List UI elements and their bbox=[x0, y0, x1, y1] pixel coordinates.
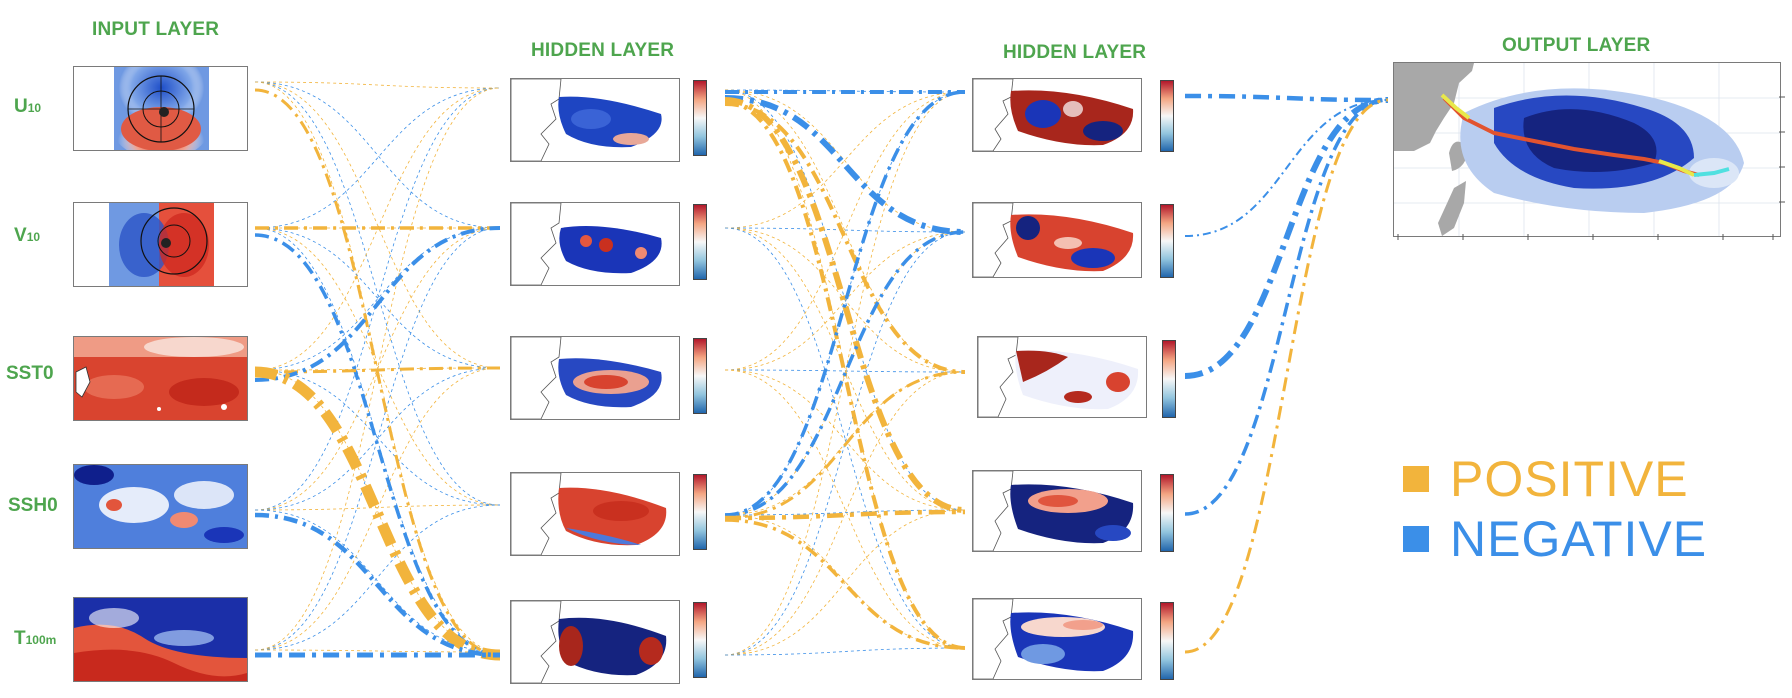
output-axis-ticks-right bbox=[1779, 96, 1785, 203]
output-layer-title: OUTPUT LAYER bbox=[1502, 35, 1651, 56]
link-in2-h14 bbox=[254, 369, 501, 653]
hidden1-colorbar-5 bbox=[693, 602, 707, 678]
link-in3-h13 bbox=[254, 504, 501, 511]
link-in1-h10 bbox=[254, 87, 501, 229]
link-h14-h24 bbox=[724, 647, 966, 656]
link-h11-h22 bbox=[724, 227, 966, 373]
link-h1-4-h2-2 bbox=[724, 230, 966, 517]
link-h2-4-out bbox=[1184, 98, 1389, 516]
hidden2-panel-2 bbox=[972, 202, 1142, 278]
hidden1-colorbar-3 bbox=[693, 338, 707, 414]
hidden2-colorbar-4 bbox=[1160, 474, 1174, 552]
hidden1-panel-4 bbox=[510, 472, 680, 556]
legend-negative-label: NEGATIVE bbox=[1450, 511, 1708, 567]
link-in0-h13 bbox=[254, 81, 501, 506]
link-in0-h11 bbox=[254, 81, 501, 229]
link-in4-h13 bbox=[254, 504, 501, 651]
hidden2-panel-5 bbox=[972, 598, 1142, 680]
link-h11-h20 bbox=[724, 91, 966, 229]
link-in0-h12 bbox=[254, 81, 501, 369]
link-u10-h1-5 bbox=[254, 88, 501, 657]
hidden2-colorbar-2 bbox=[1160, 204, 1174, 278]
hidden1-panel-2 bbox=[510, 202, 680, 286]
input-label-v10: V10 bbox=[14, 225, 41, 246]
input-panel-sst0 bbox=[73, 336, 248, 421]
hidden-layer-1-title: HIDDEN LAYER bbox=[531, 40, 675, 61]
link-h12-h23 bbox=[724, 369, 966, 511]
link-h10-h24 bbox=[724, 89, 966, 649]
link-sst0-h1-2 bbox=[254, 226, 501, 382]
link-in2-h11 bbox=[254, 227, 501, 371]
link-in1-h12 bbox=[254, 227, 501, 369]
link-in4-h12 bbox=[254, 367, 501, 651]
hidden2-colorbar-1 bbox=[1160, 80, 1174, 152]
link-h13-h20 bbox=[724, 91, 966, 516]
link-in3-h14 bbox=[254, 509, 501, 653]
input-panel-v10 bbox=[73, 202, 248, 287]
output-panel bbox=[1393, 62, 1781, 237]
hidden2-panel-3 bbox=[977, 336, 1147, 418]
input-label-t100m: T100m bbox=[14, 628, 57, 649]
hidden1-panel-3 bbox=[510, 336, 680, 420]
link-h14-h23 bbox=[724, 509, 966, 656]
link-h1-4-h2-3 bbox=[724, 370, 966, 520]
link-in0-h14 bbox=[254, 81, 501, 653]
link-in3-h10 bbox=[254, 87, 501, 511]
link-h2-2-out bbox=[1184, 99, 1389, 237]
input-panel-t100m bbox=[73, 597, 248, 682]
link-h11-h21 bbox=[724, 227, 966, 233]
link-h13-h23 bbox=[724, 509, 966, 516]
hidden2-panel-1 bbox=[972, 78, 1142, 152]
hidden1-colorbar-1 bbox=[693, 80, 707, 156]
link-in3-h12 bbox=[254, 367, 501, 511]
link-h1-4-h2-5 bbox=[724, 518, 966, 650]
link-in1-h14 bbox=[254, 227, 501, 653]
link-h12-h21 bbox=[724, 231, 966, 371]
legend-negative-swatch bbox=[1403, 526, 1429, 552]
link-in0-h10 bbox=[254, 81, 501, 89]
hidden1-panel-5 bbox=[510, 600, 680, 684]
link-in1-h13 bbox=[254, 227, 501, 506]
legend-positive-label: POSITIVE bbox=[1450, 451, 1689, 507]
input-panel-ssh0 bbox=[73, 464, 248, 549]
link-ssh0-h1-5 bbox=[254, 512, 501, 658]
hidden2-colorbar-5 bbox=[1160, 602, 1174, 680]
link-h11-h24 bbox=[724, 227, 966, 649]
link-h2-3-out bbox=[1184, 97, 1389, 379]
hidden1-colorbar-2 bbox=[693, 204, 707, 280]
link-in4-h14 bbox=[254, 649, 501, 653]
link-in2-h13 bbox=[254, 369, 501, 506]
input-layer-title: INPUT LAYER bbox=[92, 19, 220, 40]
input-label-sst0: SST0 bbox=[6, 363, 54, 384]
link-h12-h20 bbox=[724, 91, 966, 371]
link-h12-h24 bbox=[724, 369, 966, 649]
hidden-layer-2-title: HIDDEN LAYER bbox=[1003, 42, 1147, 63]
hidden1-panel-1 bbox=[510, 78, 680, 162]
link-h12-h22 bbox=[724, 369, 966, 373]
link-h11-h23 bbox=[724, 227, 966, 511]
link-h1-4-h2-4 bbox=[724, 509, 966, 521]
hidden1-colorbar-4 bbox=[693, 474, 707, 550]
hidden2-panel-4 bbox=[972, 470, 1142, 552]
output-axis-ticks bbox=[1397, 234, 1774, 240]
hidden2-colorbar-3 bbox=[1162, 340, 1176, 418]
link-h2-5-out bbox=[1184, 98, 1389, 654]
legend-positive-swatch bbox=[1403, 466, 1429, 492]
input-label-u10: U10 bbox=[14, 96, 42, 117]
input-label-ssh0: SSH0 bbox=[8, 495, 58, 516]
link-h1-1-h2-4 bbox=[724, 97, 966, 513]
input-panel-u10 bbox=[73, 66, 248, 151]
link-h2-1-out bbox=[1184, 93, 1389, 103]
link-sst0-h1-5 bbox=[254, 366, 501, 661]
link-h1-4-h2-1 bbox=[724, 90, 966, 517]
link-h1-1-h2-2 bbox=[724, 95, 966, 235]
